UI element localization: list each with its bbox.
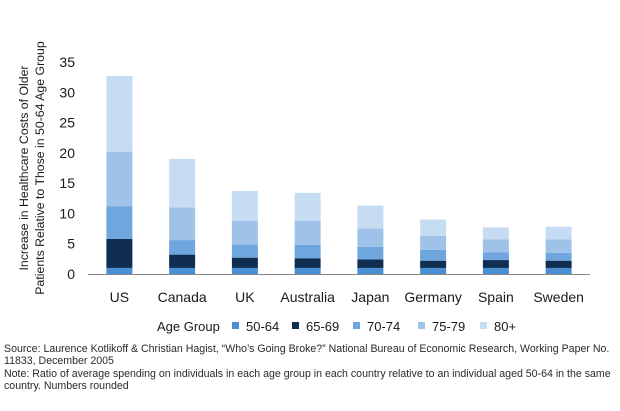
bar-segment-canada-65-69 [169, 254, 196, 268]
x-tick-label: UK [235, 289, 255, 305]
x-tick-label: Sweden [533, 289, 584, 305]
y-axis-label: Increase in Healthcare Costs of Older Pat… [17, 41, 47, 295]
bar-segment-canada-70-74 [169, 240, 196, 255]
bar-segment-australia-80+ [294, 192, 321, 221]
bar-segment-canada-80+ [169, 158, 196, 208]
bar-segment-germany-75-79 [420, 235, 447, 250]
y-tick-label: 25 [59, 115, 75, 131]
bar-segment-australia-70-74 [294, 244, 321, 259]
bar-segment-japan-50-64 [357, 267, 384, 274]
bar-segment-spain-65-69 [482, 260, 509, 268]
bar-segment-germany-70-74 [420, 249, 447, 261]
y-tick-label: 0 [67, 266, 75, 282]
stacked-bar-chart: Increase in Healthcare Costs of Older Pat… [17, 41, 590, 334]
bar-segment-canada-50-64 [169, 267, 196, 274]
source-note: Source: Laurence Kotlikoff & Christian H… [4, 343, 610, 368]
bar-segment-germany-50-64 [420, 267, 447, 274]
bar-segment-germany-65-69 [420, 260, 447, 268]
x-tick-label: US [110, 289, 129, 305]
legend-swatch-70-74 [353, 322, 360, 329]
bar-segment-sweden-75-79 [545, 239, 572, 253]
bar-segment-spain-70-74 [482, 252, 509, 261]
bar-segment-sweden-80+ [545, 226, 572, 240]
legend-swatch-75-79 [418, 322, 425, 329]
bar-segment-uk-75-79 [231, 220, 258, 245]
bar-segment-spain-80+ [482, 227, 509, 240]
y-axis-label-line: Patients Relative to Those in 50-64 Age … [33, 41, 47, 295]
bar-segment-us-70-74 [106, 206, 133, 239]
x-tick-label: Australia [280, 289, 335, 305]
x-tick-label: Japan [351, 289, 389, 305]
y-axis-ticks: 0 5 10 15 20 25 30 35 [59, 54, 75, 282]
bar-segment-canada-75-79 [169, 207, 196, 241]
bar-segment-spain-75-79 [482, 239, 509, 253]
y-tick-label: 35 [59, 54, 75, 70]
legend-swatch-80+ [480, 322, 487, 329]
bar-segment-japan-75-79 [357, 228, 384, 247]
bar-segment-sweden-70-74 [545, 252, 572, 261]
bar-segment-japan-65-69 [357, 259, 384, 268]
bar-segment-australia-65-69 [294, 258, 321, 268]
y-tick-label: 30 [59, 84, 75, 100]
x-tick-label: Canada [158, 289, 207, 305]
x-tick-label: Spain [478, 289, 514, 305]
legend-swatch-65-69 [292, 322, 299, 329]
x-tick-label: Germany [404, 289, 462, 305]
legend-label-75-79: 75-79 [432, 319, 465, 334]
bars [106, 75, 572, 274]
bar-segment-us-50-64 [106, 267, 133, 274]
y-tick-label: 5 [67, 236, 75, 252]
bar-segment-sweden-65-69 [545, 260, 572, 268]
legend-label-70-74: 70-74 [367, 319, 400, 334]
legend-label-80+: 80+ [494, 319, 516, 334]
legend-swatch-50-64 [232, 322, 239, 329]
bar-segment-australia-50-64 [294, 267, 321, 274]
bar-segment-us-75-79 [106, 151, 133, 207]
y-axis-label-line: Increase in Healthcare Costs of Older [17, 65, 31, 270]
bar-segment-us-80+ [106, 75, 133, 152]
bar-segment-uk-80+ [231, 191, 258, 221]
bar-segment-uk-50-64 [231, 267, 258, 274]
bar-segment-spain-50-64 [482, 267, 509, 274]
legend-label-50-64: 50-64 [246, 319, 279, 334]
y-tick-label: 20 [59, 145, 75, 161]
bar-segment-uk-70-74 [231, 244, 258, 258]
y-tick-label: 10 [59, 205, 75, 221]
legend-title: Age Group [157, 319, 220, 334]
bar-segment-japan-70-74 [357, 246, 384, 260]
ratio-note: Note: Ratio of average spending on indiv… [4, 367, 611, 393]
bar-segment-uk-65-69 [231, 257, 258, 268]
bar-segment-us-65-69 [106, 238, 133, 268]
bar-segment-sweden-50-64 [545, 267, 572, 274]
legend-label-65-69: 65-69 [306, 319, 339, 334]
y-tick-label: 15 [59, 175, 75, 191]
x-axis-ticks: US Canada UK Australia Japan Germany Spain Swed… [110, 289, 584, 305]
chart-notes: Source: Laurence Kotlikoff & Christian H… [4, 343, 616, 393]
bar-segment-australia-75-79 [294, 220, 321, 245]
bar-segment-germany-80+ [420, 219, 447, 236]
legend: Age Group 50-64 65-69 70-74 75-79 80+ [157, 319, 516, 334]
bar-segment-japan-80+ [357, 205, 384, 229]
